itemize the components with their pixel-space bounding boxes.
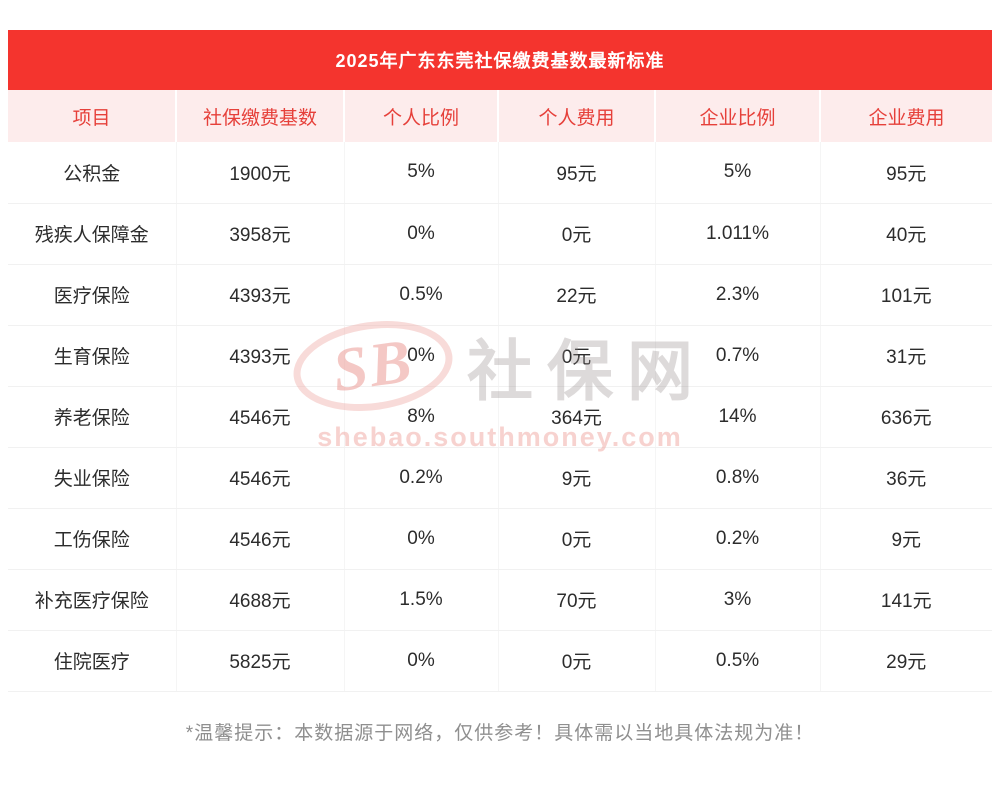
table-cell: 0.2% [343,447,498,509]
table-cell: 养老保险 [8,386,176,448]
footer-note: *温馨提示：本数据源于网络，仅供参考！具体需以当地具体法规为准！ [185,722,815,744]
table-cell: 4546元 [175,508,344,570]
column-header: 个人比例 [343,90,498,142]
table-cell: 0.8% [654,447,820,509]
table-cell: 1.011% [654,203,820,265]
table-cell: 4546元 [175,386,344,448]
table-cell: 1900元 [175,142,344,204]
table-cell: 补充医疗保险 [8,569,176,631]
table-cell: 0.5% [343,264,498,326]
table-cell: 9元 [497,447,655,509]
table-cell: 医疗保险 [8,264,176,326]
table-cell: 4393元 [175,325,344,387]
table-cell: 8% [343,386,498,448]
table-cell: 1.5% [343,569,498,631]
table-row: 补充医疗保险 4688元 1.5% 70元 3% 141元 [8,569,992,631]
column-header: 个人费用 [497,90,655,142]
table-cell: 0元 [497,630,655,692]
table-cell: 95元 [497,142,655,204]
column-header: 项目 [8,90,176,142]
table-cell: 生育保险 [8,325,176,387]
table-cell: 4546元 [175,447,344,509]
table-cell: 5% [343,142,498,204]
table-cell: 3% [654,569,820,631]
title-bar: 2025年广东东莞社保缴费基数最新标准 [8,30,992,90]
table-cell: 3958元 [175,203,344,265]
social-insurance-table: 项目 社保缴费基数 个人比例 个人费用 企业比例 企业费用 公积金 1900元 5% 95元 5%… [8,90,992,692]
table-cell: 0元 [497,508,655,570]
table-row: 残疾人保障金 3958元 0% 0元 1.011% 40元 [8,203,992,265]
table-cell: 0.5% [654,630,820,692]
table-cell: 0元 [497,325,655,387]
table-cell: 141元 [819,569,992,631]
table-cell: 0% [343,508,498,570]
table-cell: 5% [654,142,820,204]
table-cell: 0.7% [654,325,820,387]
table-cell: 636元 [819,386,992,448]
table-cell: 4393元 [175,264,344,326]
table-cell: 0元 [497,203,655,265]
table-body: 公积金 1900元 5% 95元 5% 95元 残疾人保障金 3958元 0% 0元 1.011% 4… [8,142,992,692]
table-cell: 364元 [497,386,655,448]
table-cell: 101元 [819,264,992,326]
table-cell: 2.3% [654,264,820,326]
table-cell: 4688元 [175,569,344,631]
table-cell: 31元 [819,325,992,387]
table-cell: 40元 [819,203,992,265]
table-row: 医疗保险 4393元 0.5% 22元 2.3% 101元 [8,264,992,326]
table-cell: 残疾人保障金 [8,203,176,265]
table-cell: 失业保险 [8,447,176,509]
table-row: 工伤保险 4546元 0% 0元 0.2% 9元 [8,508,992,570]
table-cell: 0% [343,325,498,387]
table-cell: 70元 [497,569,655,631]
table-header-row: 项目 社保缴费基数 个人比例 个人费用 企业比例 企业费用 [8,90,992,142]
column-header: 企业比例 [654,90,820,142]
table-row: 失业保险 4546元 0.2% 9元 0.8% 36元 [8,447,992,509]
page-title: 2025年广东东莞社保缴费基数最新标准 [335,51,665,71]
table-cell: 0% [343,630,498,692]
table-row: 住院医疗 5825元 0% 0元 0.5% 29元 [8,630,992,692]
table-cell: 9元 [819,508,992,570]
table-row: 生育保险 4393元 0% 0元 0.7% 31元 [8,325,992,387]
table-cell: 0% [343,203,498,265]
table-cell: 29元 [819,630,992,692]
table-cell: 22元 [497,264,655,326]
table-cell: 0.2% [654,508,820,570]
table-cell: 工伤保险 [8,508,176,570]
table-cell: 公积金 [8,142,176,204]
table-cell: 14% [654,386,820,448]
table-row: 公积金 1900元 5% 95元 5% 95元 [8,142,992,204]
table-cell: 36元 [819,447,992,509]
table-cell: 5825元 [175,630,344,692]
column-header: 企业费用 [819,90,992,142]
table-row: 养老保险 4546元 8% 364元 14% 636元 [8,386,992,448]
table-cell: 住院医疗 [8,630,176,692]
column-header: 社保缴费基数 [175,90,344,142]
table-cell: 95元 [819,142,992,204]
